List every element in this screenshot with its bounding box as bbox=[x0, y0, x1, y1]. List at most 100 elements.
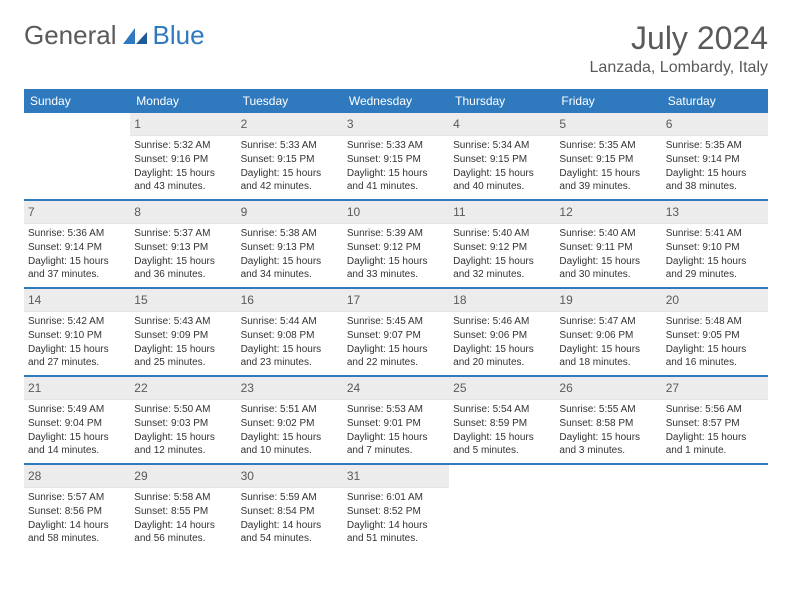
sunset-text: Sunset: 8:54 PM bbox=[241, 505, 339, 518]
day-number: 26 bbox=[559, 381, 572, 395]
day-number: 23 bbox=[241, 381, 254, 395]
sunrise-text: Sunrise: 5:46 AM bbox=[453, 315, 551, 328]
cell-body: Sunrise: 6:01 AMSunset: 8:52 PMDaylight:… bbox=[343, 488, 449, 551]
day-number: 9 bbox=[241, 205, 248, 219]
calendar-cell: 14Sunrise: 5:42 AMSunset: 9:10 PMDayligh… bbox=[24, 289, 130, 375]
logo-word1: General bbox=[24, 20, 117, 51]
sunset-text: Sunset: 9:15 PM bbox=[453, 153, 551, 166]
cell-body: Sunrise: 5:48 AMSunset: 9:05 PMDaylight:… bbox=[662, 312, 768, 375]
logo-word2: Blue bbox=[153, 20, 205, 51]
day-number-row: 27 bbox=[662, 377, 768, 400]
calendar-cell: 18Sunrise: 5:46 AMSunset: 9:06 PMDayligh… bbox=[449, 289, 555, 375]
daylight-text: Daylight: 14 hours and 58 minutes. bbox=[28, 519, 126, 545]
cell-body: Sunrise: 5:36 AMSunset: 9:14 PMDaylight:… bbox=[24, 224, 130, 287]
day-number: 11 bbox=[453, 205, 465, 219]
calendar-cell: 26 Sunrise: 5:55 AMSunset: 8:58 PMDayligh… bbox=[555, 377, 661, 463]
calendar-cell: 10Sunrise: 5:39 AMSunset: 9:12 PMDayligh… bbox=[343, 201, 449, 287]
week-row: 21Sunrise: 5:49 AMSunset: 9:04 PMDayligh… bbox=[24, 377, 768, 463]
day-number-row: 24 bbox=[343, 377, 449, 400]
day-headers-row: SundayMondayTuesdayWednesdayThursdayFrid… bbox=[24, 89, 768, 113]
cell-body: Sunrise: 5:50 AMSunset: 9:03 PMDaylight:… bbox=[130, 400, 236, 463]
sunrise-text: Sunrise: 5:35 AM bbox=[666, 139, 764, 152]
day-number: 7 bbox=[28, 205, 35, 219]
day-number: 28 bbox=[28, 469, 41, 483]
cell-body: Sunrise: 5:47 AMSunset: 9:06 PMDaylight:… bbox=[555, 312, 661, 375]
day-number: 10 bbox=[347, 205, 360, 219]
sunset-text: Sunset: 8:57 PM bbox=[666, 417, 764, 430]
sunrise-text: Sunrise: 5:59 AM bbox=[241, 491, 339, 504]
calendar-cell: 4 Sunrise: 5:34 AMSunset: 9:15 PMDaylight… bbox=[449, 113, 555, 199]
daylight-text: Daylight: 15 hours and 1 minute. bbox=[666, 431, 764, 457]
daylight-text: Daylight: 14 hours and 51 minutes. bbox=[347, 519, 445, 545]
calendar-cell: 11 Sunrise: 5:40 AMSunset: 9:12 PMDayligh… bbox=[449, 201, 555, 287]
daylight-text: Daylight: 15 hours and 33 minutes. bbox=[347, 255, 445, 281]
day-number: 1 bbox=[134, 117, 141, 131]
day-header: Monday bbox=[130, 89, 236, 113]
sunrise-text: Sunrise: 5:40 AM bbox=[453, 227, 551, 240]
week-row: 28Sunrise: 5:57 AMSunset: 8:56 PMDayligh… bbox=[24, 465, 768, 551]
daylight-text: Daylight: 15 hours and 41 minutes. bbox=[347, 167, 445, 193]
cell-body: Sunrise: 5:45 AMSunset: 9:07 PMDaylight:… bbox=[343, 312, 449, 375]
weeks-container: 1Sunrise: 5:32 AMSunset: 9:16 PMDaylight… bbox=[24, 113, 768, 551]
cell-body: Sunrise: 5:38 AMSunset: 9:13 PMDaylight:… bbox=[237, 224, 343, 287]
sunset-text: Sunset: 9:12 PM bbox=[453, 241, 551, 254]
calendar-cell: 25Sunrise: 5:54 AMSunset: 8:59 PMDayligh… bbox=[449, 377, 555, 463]
sunset-text: Sunset: 9:15 PM bbox=[559, 153, 657, 166]
day-number: 19 bbox=[559, 293, 572, 307]
calendar-cell: 31Sunrise: 6:01 AMSunset: 8:52 PMDayligh… bbox=[343, 465, 449, 551]
cell-body: Sunrise: 5:55 AMSunset: 8:58 PMDaylight:… bbox=[555, 400, 661, 463]
day-header: Friday bbox=[555, 89, 661, 113]
sunrise-text: Sunrise: 6:01 AM bbox=[347, 491, 445, 504]
sunset-text: Sunset: 8:59 PM bbox=[453, 417, 551, 430]
cell-body: Sunrise: 5:59 AMSunset: 8:54 PMDaylight:… bbox=[237, 488, 343, 551]
calendar-cell bbox=[24, 113, 130, 199]
sunrise-text: Sunrise: 5:47 AM bbox=[559, 315, 657, 328]
day-number-row: 7 bbox=[24, 201, 130, 224]
daylight-text: Daylight: 15 hours and 12 minutes. bbox=[134, 431, 232, 457]
day-header: Tuesday bbox=[237, 89, 343, 113]
daylight-text: Daylight: 15 hours and 43 minutes. bbox=[134, 167, 232, 193]
day-number-row: 30 bbox=[237, 465, 343, 488]
sunset-text: Sunset: 9:08 PM bbox=[241, 329, 339, 342]
day-number: 16 bbox=[241, 293, 254, 307]
calendar: SundayMondayTuesdayWednesdayThursdayFrid… bbox=[24, 89, 768, 551]
cell-body: Sunrise: 5:42 AMSunset: 9:10 PMDaylight:… bbox=[24, 312, 130, 375]
sunrise-text: Sunrise: 5:51 AM bbox=[241, 403, 339, 416]
sunset-text: Sunset: 9:16 PM bbox=[134, 153, 232, 166]
sunset-text: Sunset: 9:06 PM bbox=[559, 329, 657, 342]
sunset-text: Sunset: 9:14 PM bbox=[28, 241, 126, 254]
daylight-text: Daylight: 15 hours and 25 minutes. bbox=[134, 343, 232, 369]
daylight-text: Daylight: 15 hours and 5 minutes. bbox=[453, 431, 551, 457]
day-number: 30 bbox=[241, 469, 254, 483]
sunset-text: Sunset: 8:58 PM bbox=[559, 417, 657, 430]
day-number-row: 12 bbox=[555, 201, 661, 224]
day-header: Sunday bbox=[24, 89, 130, 113]
daylight-text: Daylight: 14 hours and 56 minutes. bbox=[134, 519, 232, 545]
sunrise-text: Sunrise: 5:57 AM bbox=[28, 491, 126, 504]
sunrise-text: Sunrise: 5:38 AM bbox=[241, 227, 339, 240]
week-row: 1Sunrise: 5:32 AMSunset: 9:16 PMDaylight… bbox=[24, 113, 768, 199]
day-header: Saturday bbox=[662, 89, 768, 113]
calendar-cell: 7 Sunrise: 5:36 AMSunset: 9:14 PMDaylight… bbox=[24, 201, 130, 287]
day-header: Thursday bbox=[449, 89, 555, 113]
location: Lanzada, Lombardy, Italy bbox=[590, 59, 768, 77]
daylight-text: Daylight: 15 hours and 29 minutes. bbox=[666, 255, 764, 281]
day-number: 4 bbox=[453, 117, 460, 131]
calendar-cell: 27Sunrise: 5:56 AMSunset: 8:57 PMDayligh… bbox=[662, 377, 768, 463]
sunrise-text: Sunrise: 5:58 AM bbox=[134, 491, 232, 504]
calendar-cell: 17Sunrise: 5:45 AMSunset: 9:07 PMDayligh… bbox=[343, 289, 449, 375]
cell-body: Sunrise: 5:51 AMSunset: 9:02 PMDaylight:… bbox=[237, 400, 343, 463]
day-number-row: 23 bbox=[237, 377, 343, 400]
cell-body: Sunrise: 5:53 AMSunset: 9:01 PMDaylight:… bbox=[343, 400, 449, 463]
day-number: 25 bbox=[453, 381, 466, 395]
logo: General Blue bbox=[24, 20, 205, 51]
day-number-row: 1 bbox=[130, 113, 236, 136]
day-number: 20 bbox=[666, 293, 679, 307]
cell-body: Sunrise: 5:58 AMSunset: 8:55 PMDaylight:… bbox=[130, 488, 236, 551]
day-number-row: 22 bbox=[130, 377, 236, 400]
cell-body: Sunrise: 5:34 AMSunset: 9:15 PMDaylight:… bbox=[449, 136, 555, 199]
day-number-row: 16 bbox=[237, 289, 343, 312]
cell-body: Sunrise: 5:40 AMSunset: 9:12 PMDaylight:… bbox=[449, 224, 555, 287]
sunset-text: Sunset: 9:06 PM bbox=[453, 329, 551, 342]
calendar-cell: 6Sunrise: 5:35 AMSunset: 9:14 PMDaylight… bbox=[662, 113, 768, 199]
